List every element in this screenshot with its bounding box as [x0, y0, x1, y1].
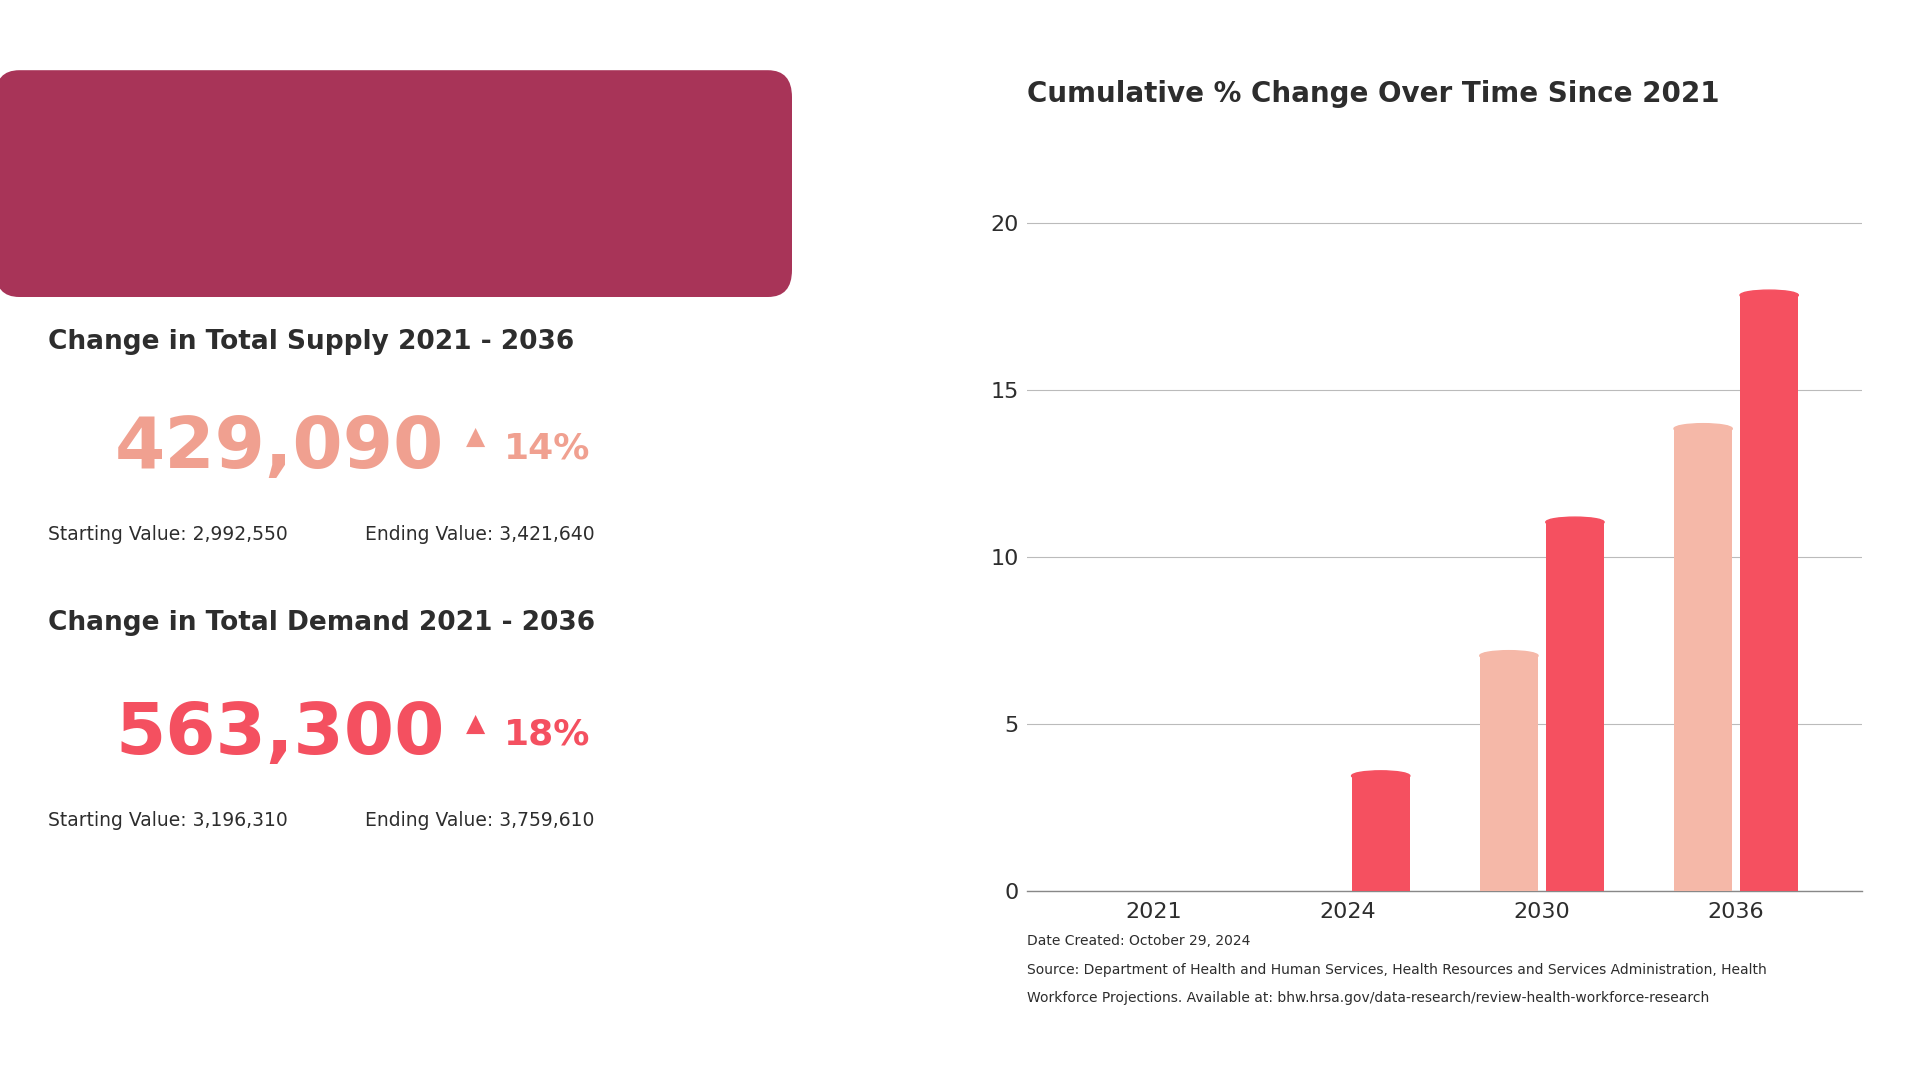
Text: RN Supply & Demand Trends: RN Supply & Demand Trends [67, 161, 739, 202]
Text: Change in Total Supply 2021 - 2036: Change in Total Supply 2021 - 2036 [48, 329, 574, 355]
Text: 563,300: 563,300 [115, 700, 445, 769]
Ellipse shape [1674, 423, 1732, 434]
Text: ▲: ▲ [465, 712, 486, 735]
Bar [1740, 295, 1799, 891]
Text: ▲: ▲ [465, 426, 486, 449]
Text: Change in Total Demand 2021 - 2036: Change in Total Demand 2021 - 2036 [48, 610, 595, 636]
Ellipse shape [1352, 771, 1409, 781]
Text: 429,090: 429,090 [115, 414, 445, 483]
Bar [1480, 656, 1538, 891]
Text: Source: Department of Health and Human Services, Health Resources and Services A: Source: Department of Health and Human S… [1027, 963, 1766, 977]
Bar [1546, 522, 1603, 891]
Text: Ending Value: 3,421,640: Ending Value: 3,421,640 [365, 525, 595, 544]
Text: 18%: 18% [503, 717, 589, 752]
Text: Date Created: October 29, 2024: Date Created: October 29, 2024 [1027, 934, 1250, 948]
Bar [1352, 775, 1409, 891]
Text: Workforce Projections. Available at: bhw.hrsa.gov/data-research/review-health-wo: Workforce Projections. Available at: bhw… [1027, 991, 1709, 1005]
Ellipse shape [1480, 650, 1538, 661]
Text: Ending Value: 3,759,610: Ending Value: 3,759,610 [365, 811, 593, 831]
Ellipse shape [1740, 291, 1799, 300]
Text: 14%: 14% [503, 431, 589, 465]
FancyBboxPatch shape [0, 70, 791, 297]
Bar [1674, 429, 1732, 891]
Text: Starting Value: 2,992,550: Starting Value: 2,992,550 [48, 525, 288, 544]
Text: Cumulative % Change Over Time Since 2021: Cumulative % Change Over Time Since 2021 [1027, 80, 1720, 108]
Text: Starting Value: 3,196,310: Starting Value: 3,196,310 [48, 811, 288, 831]
Ellipse shape [1546, 517, 1603, 527]
